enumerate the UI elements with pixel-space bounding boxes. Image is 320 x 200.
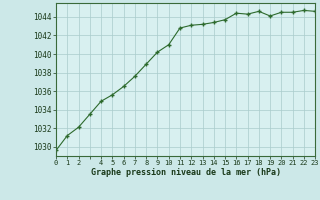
X-axis label: Graphe pression niveau de la mer (hPa): Graphe pression niveau de la mer (hPa) <box>91 168 281 177</box>
